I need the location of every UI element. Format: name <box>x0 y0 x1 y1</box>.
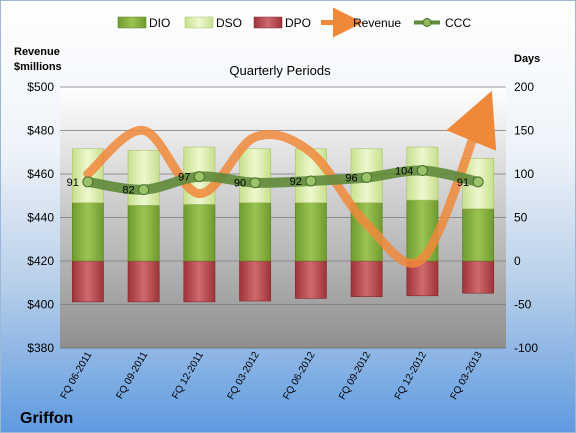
revenue-layer <box>83 90 497 268</box>
left-tick-label: $480 <box>27 124 54 138</box>
bar-dso <box>127 150 160 206</box>
bar-dio <box>406 199 439 262</box>
ccc-marker <box>416 165 428 177</box>
chart-title: Quarterly Periods <box>229 63 331 78</box>
ccc-data-label: 82 <box>122 185 134 197</box>
bar-dio <box>239 202 272 262</box>
left-tick-label: $500 <box>27 80 54 94</box>
right-tick-label: 50 <box>514 211 528 225</box>
company-name: Griffon <box>20 410 73 427</box>
left-axis-title-line1: Revenue <box>14 46 60 58</box>
bar-dpo <box>71 260 104 303</box>
bar-dpo <box>462 260 495 294</box>
legend-swatch-ccc-marker <box>422 18 432 27</box>
ccc-marker <box>472 176 484 188</box>
left-tick-label: $400 <box>27 298 54 312</box>
x-axis-ticks: FQ 06-2011 FQ 09-2011 FQ 12-2011 FQ 03-2012… <box>59 350 485 402</box>
ccc-marker <box>305 175 317 187</box>
bar-dpo <box>127 260 160 303</box>
left-tick-label: $380 <box>27 341 54 355</box>
left-axis-ticks: $380 $400 $420 $440 $460 $480 $500 <box>27 80 54 355</box>
bar-dio <box>71 202 104 262</box>
right-axis-title: Days <box>514 53 540 65</box>
left-tick-label: $440 <box>27 211 54 225</box>
right-tick-label: 200 <box>514 80 534 94</box>
bars <box>71 146 495 303</box>
bar-dio <box>183 204 216 262</box>
right-tick-label: 100 <box>514 167 534 181</box>
right-tick-label: -100 <box>514 341 538 355</box>
ccc-data-label: 97 <box>178 172 190 184</box>
ccc-data-label: 91 <box>457 177 469 189</box>
right-tick-label: 150 <box>514 124 534 138</box>
bar-dio <box>294 202 327 262</box>
ccc-data-label: 91 <box>67 177 79 189</box>
legend-label-ccc: CCC <box>445 16 471 30</box>
legend-label-dpo: DPO <box>285 16 311 30</box>
ccc-data-label: 92 <box>290 176 302 188</box>
ccc-layer: 91 82 97 90 92 96 104 91 <box>67 165 484 197</box>
bar-dpo <box>294 260 327 299</box>
left-tick-label: $460 <box>27 167 54 181</box>
left-axis-title-line2: $millions <box>14 61 62 73</box>
right-tick-label: -50 <box>514 298 532 312</box>
legend-swatch-dpo <box>253 16 283 29</box>
ccc-marker <box>249 177 261 189</box>
bar-dio <box>127 205 160 262</box>
bar-dio <box>462 208 495 262</box>
bar-dpo <box>350 260 383 297</box>
ccc-marker <box>193 171 205 183</box>
ccc-data-label: 104 <box>395 166 413 178</box>
bar-dpo <box>183 260 216 303</box>
ccc-data-label: 90 <box>234 178 246 190</box>
right-tick-label: 0 <box>514 254 521 268</box>
right-axis-ticks: -100 -50 0 50 100 150 200 <box>514 80 538 355</box>
x-tick-label: FQ 06-2012 <box>281 350 317 402</box>
x-tick-label: FQ 09-2011 <box>114 350 150 401</box>
legend-label-revenue: Revenue <box>353 16 401 30</box>
revenue-line <box>83 90 497 268</box>
ccc-data-label: 96 <box>345 172 357 184</box>
legend: DIO DSO DPO Revenue CCC <box>117 7 471 38</box>
x-tick-label: FQ 03-2012 <box>226 350 262 402</box>
x-tick-label: FQ 03-2013 <box>449 350 485 402</box>
bar-dpo <box>239 260 272 302</box>
legend-swatch-dio <box>117 16 147 29</box>
x-tick-label: FQ 12-2011 <box>170 350 206 401</box>
ccc-marker <box>82 176 94 188</box>
x-tick-label: FQ 06-2011 <box>59 350 95 401</box>
legend-label-dio: DIO <box>149 16 170 30</box>
bar-dso <box>239 148 272 204</box>
x-tick-label: FQ 09-2012 <box>337 350 373 402</box>
left-tick-label: $420 <box>27 254 54 268</box>
ccc-marker <box>138 184 150 196</box>
legend-swatch-dso <box>184 16 214 29</box>
legend-label-dso: DSO <box>216 16 242 30</box>
x-tick-label: FQ 12-2012 <box>393 350 429 402</box>
ccc-marker <box>361 171 373 183</box>
